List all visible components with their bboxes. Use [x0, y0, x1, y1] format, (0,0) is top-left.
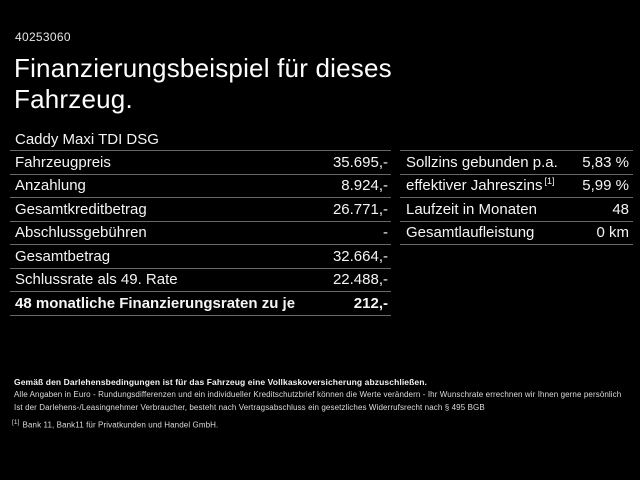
- disclaimer-line-1: Alle Angaben in Euro - Rundungsdifferenz…: [14, 390, 622, 399]
- row-value: 22.488,-: [332, 271, 388, 289]
- page-title: Finanzierungsbeispiel für dieses Fahrzeu…: [14, 53, 392, 115]
- row-value: 0 km: [596, 224, 629, 242]
- row-value: 5,99 %: [582, 177, 629, 195]
- insurance-note: Gemäß den Darlehensbedingungen ist für d…: [14, 377, 427, 387]
- row-value: 212,-: [353, 294, 388, 312]
- finance-table: Caddy Maxi TDI DSG Fahrzeugpreis 35.695,…: [10, 128, 391, 316]
- table-row-fahrzeugpreis: Fahrzeugpreis 35.695,-: [10, 150, 391, 174]
- footnote-text: Bank 11, Bank11 für Privatkunden und Han…: [22, 420, 219, 430]
- row-value: 35.695,-: [332, 153, 388, 171]
- row-label: Laufzeit in Monaten: [406, 200, 537, 218]
- table-row-sollzins: Sollzins gebunden p.a. 5,83 %: [400, 150, 633, 174]
- offer-number: 40253060: [15, 30, 71, 44]
- vehicle-model-label: Caddy Maxi TDI DSG: [15, 130, 159, 148]
- table-row-schlussrate: Schlussrate als 49. Rate 22.488,-: [10, 267, 391, 292]
- table-row-anzahlung: Anzahlung 8.924,-: [10, 173, 391, 198]
- disclaimer-line-2: Ist der Darlehens-/Leasingnehmer Verbrau…: [14, 403, 485, 412]
- footnote: [1] Bank 11, Bank11 für Privatkunden und …: [12, 419, 218, 430]
- row-value: -: [383, 224, 388, 242]
- row-value: 8.924,-: [341, 177, 388, 195]
- row-value: 5,83 %: [582, 153, 629, 171]
- table-row-effektiver-jahreszins: effektiver Jahreszins [1] 5,99 %: [400, 173, 633, 198]
- row-label: 48 monatliche Finanzierungsraten zu je: [15, 294, 296, 312]
- table-row-gesamtkreditbetrag: Gesamtkreditbetrag 26.771,-: [10, 197, 391, 221]
- vehicle-model-header: Caddy Maxi TDI DSG: [10, 128, 391, 150]
- row-label: effektiver Jahreszins [1]: [406, 176, 555, 195]
- row-label: Sollzins gebunden p.a.: [406, 153, 558, 171]
- table-row-gesamtbetrag: Gesamtbetrag 32.664,-: [10, 244, 391, 268]
- row-label: Schlussrate als 49. Rate: [15, 271, 178, 289]
- table-row-laufzeit: Laufzeit in Monaten 48: [400, 197, 633, 221]
- table-row-gesamtlaufleistung: Gesamtlaufleistung 0 km: [400, 220, 633, 245]
- row-label: Gesamtlaufleistung: [406, 224, 535, 242]
- conditions-table: Sollzins gebunden p.a. 5,83 % effektiver…: [400, 150, 633, 245]
- row-value: 26.771,-: [332, 200, 388, 218]
- footnote-marker: [1]: [12, 419, 20, 426]
- footnote-ref: [1]: [544, 176, 555, 187]
- row-label: Anzahlung: [15, 177, 86, 195]
- row-value: 48: [612, 200, 629, 218]
- row-label: Abschlussgebühren: [15, 224, 147, 242]
- row-label: Gesamtbetrag: [15, 247, 111, 265]
- row-label: Gesamtkreditbetrag: [15, 200, 147, 218]
- table-row-abschlussgebuehren: Abschlussgebühren -: [10, 220, 391, 245]
- row-value: 32.664,-: [332, 247, 388, 265]
- page-title-line-1: Finanzierungsbeispiel für dieses: [14, 53, 392, 83]
- table-row-monatsrate: 48 monatliche Finanzierungsraten zu je 2…: [10, 291, 391, 315]
- page-title-line-2: Fahrzeug.: [14, 84, 133, 114]
- row-label: Fahrzeugpreis: [15, 153, 111, 171]
